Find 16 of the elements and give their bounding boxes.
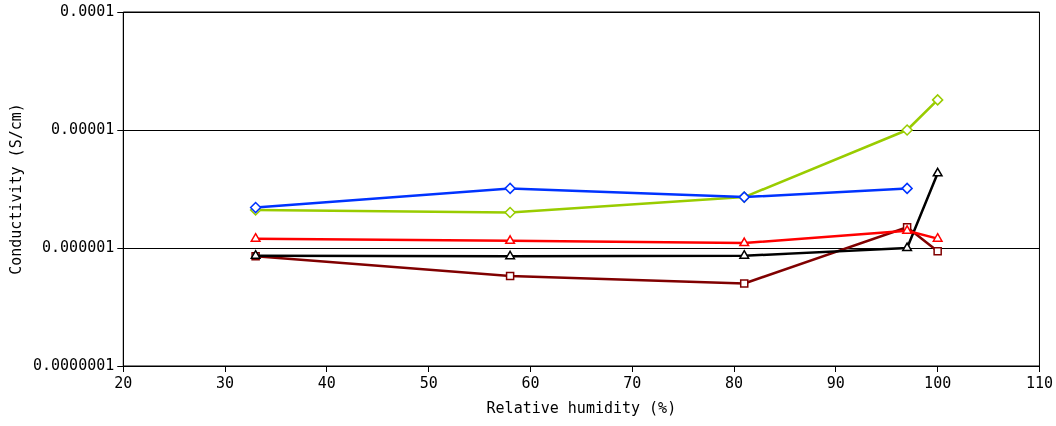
y-tick-label: 0.0000001 [33,355,115,374]
x-axis-title: Relative humidity (%) [486,398,677,417]
x-tick-label: 100 [924,373,952,392]
x-tick-label: 40 [317,373,336,392]
x-tick-label: 110 [1025,373,1053,392]
y-axis-title: Conductivity (S/cm) [6,103,25,275]
x-tick-label: 50 [419,373,438,392]
x-tick-label: 80 [725,373,744,392]
y-tick-label: 0.0001 [60,1,115,20]
x-tick-label: 30 [216,373,235,392]
x-tick-label: 60 [521,373,540,392]
x-tick-label: 90 [826,373,845,392]
y-tick-label: 0.000001 [42,237,115,256]
y-tick-label: 0.00001 [51,119,115,138]
x-tick-label: 20 [114,373,133,392]
x-tick-label: 70 [623,373,642,392]
